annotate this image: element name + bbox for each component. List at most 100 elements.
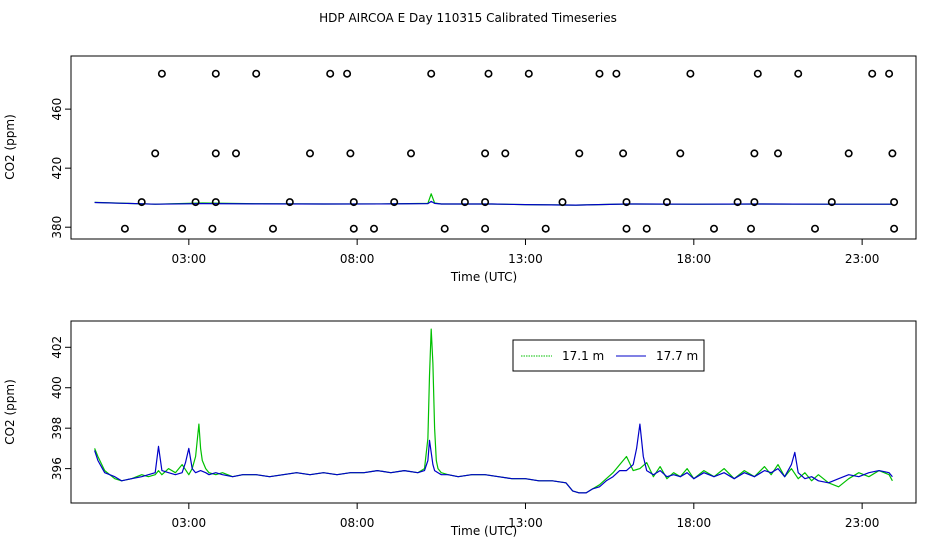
calibration-point — [427, 69, 436, 78]
bottom-x-axis: 03:00 08:00 13:00 18:00 23:00 — [172, 503, 880, 530]
top-x-axis-label: Time (UTC) — [450, 270, 517, 284]
calibration-point — [622, 224, 631, 233]
calibration-point — [750, 149, 759, 158]
top-y-axis: 380 420 460 — [50, 98, 71, 239]
calibration-point — [151, 149, 160, 158]
calibration-point — [346, 149, 355, 158]
calibration-point — [343, 69, 352, 78]
top-x-tick-label: 13:00 — [508, 252, 543, 266]
bottom-plot-frame — [70, 320, 917, 504]
calibration-point — [750, 198, 759, 207]
calibration-point — [484, 69, 493, 78]
calibration-point — [558, 198, 567, 207]
figure-title: HDP AIRCOA E Day 110315 Calibrated Times… — [319, 11, 617, 25]
calibration-point — [211, 69, 220, 78]
calibration-point — [120, 224, 129, 233]
calibration-point — [746, 224, 755, 233]
bottom-series-green-line — [94, 328, 893, 494]
calibration-point — [406, 149, 415, 158]
calibration-point — [575, 149, 584, 158]
calibration-point — [349, 224, 358, 233]
bottom-x-axis-label: Time (UTC) — [450, 524, 517, 538]
calibration-point — [773, 149, 782, 158]
top-y-tick-label: 420 — [50, 157, 64, 180]
top-y-tick-label: 380 — [50, 216, 64, 239]
calibration-point — [642, 224, 651, 233]
calibration-point — [709, 224, 718, 233]
calibration-point — [191, 198, 200, 207]
top-plot-frame — [70, 55, 917, 240]
calibration-point — [137, 198, 146, 207]
legend: 17.1 m 17.7 m — [512, 339, 705, 372]
calibration-point — [885, 69, 894, 78]
calibration-point — [232, 149, 241, 158]
calibration-point — [733, 198, 742, 207]
legend-label-17-7m: 17.7 m — [656, 349, 698, 363]
calibration-point — [211, 198, 220, 207]
calibration-point — [662, 198, 671, 207]
calibration-point — [481, 198, 490, 207]
bottom-y-tick-label: 402 — [50, 336, 64, 359]
top-series-blue-line — [94, 200, 893, 206]
top-y-axis-label: CO2 (ppm) — [3, 114, 17, 180]
calibration-point — [326, 69, 335, 78]
calibration-point — [501, 149, 510, 158]
bottom-x-tick-label: 23:00 — [845, 516, 880, 530]
top-series-lines — [94, 193, 893, 206]
legend-label-17-1m: 17.1 m — [562, 349, 604, 363]
top-x-tick-label: 23:00 — [845, 252, 880, 266]
calibration-point — [868, 69, 877, 78]
calibration-point — [211, 149, 220, 158]
calibration-point — [595, 69, 604, 78]
bottom-y-axis: 396 398 400 402 — [50, 336, 71, 480]
calibration-point — [676, 149, 685, 158]
calibration-point — [481, 224, 490, 233]
calibration-point — [390, 198, 399, 207]
calibration-point — [827, 198, 836, 207]
bottom-x-tick-label: 08:00 — [340, 516, 375, 530]
top-y-tick-label: 460 — [50, 98, 64, 121]
bottom-x-tick-label: 13:00 — [508, 516, 543, 530]
calibration-point — [794, 69, 803, 78]
bottom-y-axis-label: CO2 (ppm) — [3, 379, 17, 445]
calibration-point — [208, 224, 217, 233]
calibration-point — [612, 69, 621, 78]
calibration-point — [252, 69, 261, 78]
top-x-tick-label: 03:00 — [172, 252, 207, 266]
bottom-y-tick-label: 398 — [50, 417, 64, 440]
calibration-point — [619, 149, 628, 158]
top-x-tick-label: 18:00 — [677, 252, 712, 266]
calibration-point — [305, 149, 314, 158]
calibration-point — [541, 224, 550, 233]
bottom-y-tick-label: 396 — [50, 457, 64, 480]
bottom-series-blue-line — [94, 423, 893, 494]
calibration-point — [460, 198, 469, 207]
calibration-point — [349, 198, 358, 207]
calibration-point — [178, 224, 187, 233]
calibration-point — [440, 224, 449, 233]
calibration-point — [481, 149, 490, 158]
calibration-point — [810, 224, 819, 233]
top-scatter-points — [120, 69, 899, 233]
top-x-axis: 03:00 08:00 13:00 18:00 23:00 — [172, 239, 880, 266]
bottom-x-tick-label: 18:00 — [677, 516, 712, 530]
calibration-point — [686, 69, 695, 78]
calibration-point — [888, 149, 897, 158]
top-panel: 03:00 08:00 13:00 18:00 23:00 380 420 460 Time… — [3, 55, 917, 284]
calibration-point — [268, 224, 277, 233]
calibration-point — [844, 149, 853, 158]
calibration-point — [753, 69, 762, 78]
calibration-point — [622, 198, 631, 207]
calibration-point — [890, 224, 899, 233]
bottom-series-lines — [94, 328, 893, 494]
top-x-tick-label: 08:00 — [340, 252, 375, 266]
bottom-x-tick-label: 03:00 — [172, 516, 207, 530]
bottom-y-tick-label: 400 — [50, 376, 64, 399]
calibration-point — [157, 69, 166, 78]
bottom-panel: 03:00 08:00 13:00 18:00 23:00 396 398 400 402 T… — [3, 320, 917, 538]
calibration-point — [890, 198, 899, 207]
calibration-point — [285, 198, 294, 207]
calibration-point — [524, 69, 533, 78]
calibration-point — [369, 224, 378, 233]
